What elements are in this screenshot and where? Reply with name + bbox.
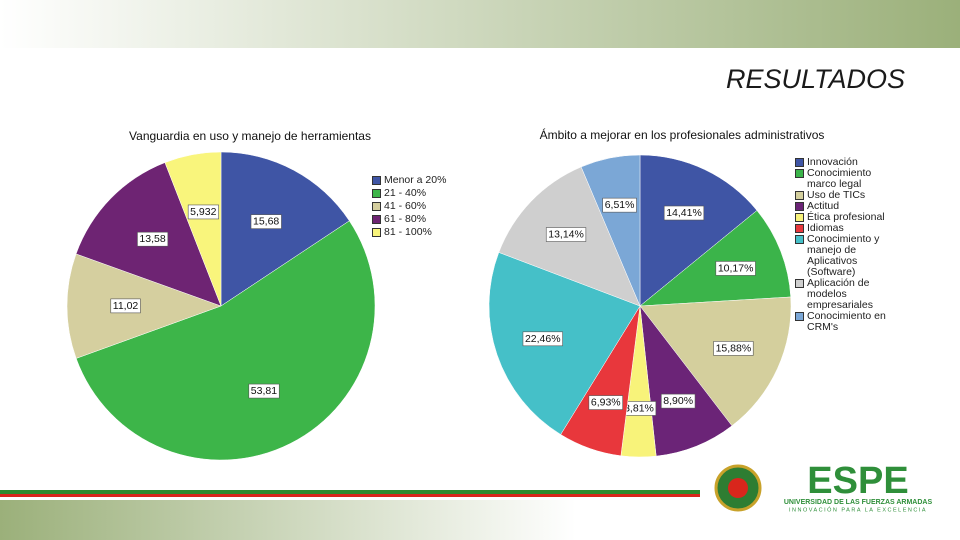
legend-label: Idiomas bbox=[807, 222, 844, 234]
logo-subtitle: UNIVERSIDAD DE LAS FUERZAS ARMADAS bbox=[784, 499, 933, 506]
pie-slice bbox=[639, 210, 791, 307]
legend-label: Conocimiento en CRM's bbox=[807, 310, 886, 333]
data-label-box bbox=[250, 214, 282, 229]
legend-swatch bbox=[795, 158, 804, 167]
legend-label: 81 - 100% bbox=[384, 226, 432, 238]
data-label: 13,58 bbox=[139, 233, 165, 245]
legend-swatch bbox=[372, 228, 381, 237]
chart-title: Vanguardia en uso y manejo de herramient… bbox=[129, 129, 371, 143]
data-label-box bbox=[137, 231, 169, 247]
legend-label: 41 - 60% bbox=[384, 200, 427, 212]
legend-swatch bbox=[795, 279, 804, 288]
data-label-box bbox=[713, 341, 754, 356]
data-label-box bbox=[545, 227, 587, 242]
pie-slice bbox=[75, 220, 376, 461]
rule-green bbox=[0, 490, 700, 494]
data-label: 5,932 bbox=[190, 206, 216, 218]
top-banner bbox=[0, 0, 960, 48]
pie-slice bbox=[66, 253, 222, 359]
rule-red bbox=[0, 494, 700, 497]
legend-item: Ética profesional bbox=[795, 212, 895, 223]
chart-title: Ámbito a mejorar en los profesionales ad… bbox=[540, 127, 825, 142]
data-label: 22,46% bbox=[525, 333, 561, 345]
legend-label: Conocimiento y manejo de Aplicativos (So… bbox=[807, 233, 880, 278]
legend-swatch bbox=[795, 213, 804, 222]
legend-item: Aplicación de modelos empresariales bbox=[795, 278, 895, 311]
legend: Menor a 20% 21 - 40% 41 - 60% 61 - 80% 81 - … bbox=[372, 175, 467, 240]
data-label-box bbox=[522, 331, 563, 347]
legend-item: Conocimiento y manejo de Aplicativos (So… bbox=[795, 234, 895, 278]
legend-item: 21 - 40% bbox=[372, 188, 467, 199]
legend-label: Ética profesional bbox=[807, 211, 885, 223]
legend-swatch bbox=[795, 312, 804, 321]
legend-swatch bbox=[795, 202, 804, 211]
legend-item: Conocimiento marco legal bbox=[795, 168, 895, 190]
legend-label: Conocimiento marco legal bbox=[807, 167, 872, 190]
pie-slice bbox=[639, 154, 758, 307]
data-label-box bbox=[248, 383, 280, 399]
data-label-box bbox=[602, 197, 637, 213]
logo-motto: INNOVACIÓN PARA LA EXCELENCIA bbox=[789, 506, 927, 513]
legend-item: Actitud bbox=[795, 201, 895, 212]
data-label-box bbox=[715, 261, 756, 276]
pie-slice bbox=[639, 305, 733, 457]
slide-title: RESULTADOS bbox=[726, 64, 905, 94]
data-label: 8,90% bbox=[663, 395, 693, 407]
pie-slice bbox=[220, 151, 350, 307]
pie-slice bbox=[580, 154, 641, 307]
data-label: 14,41% bbox=[666, 207, 702, 219]
legend-swatch bbox=[372, 202, 381, 211]
legend-label: 21 - 40% bbox=[384, 187, 427, 199]
logo-emblem-center bbox=[728, 478, 748, 498]
legend: Innovación Conocimiento marco legal Uso de… bbox=[795, 157, 895, 333]
legend-swatch bbox=[372, 215, 381, 224]
data-label: 6,51% bbox=[605, 199, 635, 211]
legend-swatch bbox=[795, 191, 804, 200]
legend-label: Aplicación de modelos empresariales bbox=[807, 277, 873, 311]
legend-swatch bbox=[795, 169, 804, 178]
data-label: 15,68 bbox=[253, 216, 279, 228]
data-label: 15,88% bbox=[716, 342, 752, 354]
data-label: 10,17% bbox=[718, 262, 754, 274]
legend-label: Innovación bbox=[807, 156, 858, 168]
legend-item: Idiomas bbox=[795, 223, 895, 234]
legend-label: Menor a 20% bbox=[384, 174, 447, 186]
legend-label: Uso de TICs bbox=[807, 189, 866, 201]
data-label: 3,81% bbox=[624, 402, 654, 414]
legend-item: 61 - 80% bbox=[372, 214, 467, 225]
legend-swatch bbox=[372, 176, 381, 185]
legend-label: Actitud bbox=[807, 200, 840, 212]
data-label: 53,81 bbox=[251, 385, 277, 397]
pie-slice bbox=[488, 252, 641, 435]
legend-item: Innovación bbox=[795, 157, 895, 168]
pie-slice bbox=[164, 151, 222, 307]
pie-slice bbox=[639, 296, 792, 427]
legend-label: 61 - 80% bbox=[384, 213, 427, 225]
legend-swatch bbox=[795, 235, 804, 244]
data-label-box bbox=[663, 205, 705, 221]
data-label: 11,02 bbox=[113, 300, 139, 312]
legend-item: Conocimiento en CRM's bbox=[795, 311, 895, 333]
data-label-box bbox=[588, 395, 623, 410]
logo-name: ESPE bbox=[807, 460, 908, 502]
data-label-box bbox=[187, 204, 219, 220]
data-label-box bbox=[660, 393, 696, 409]
data-label: 6,93% bbox=[591, 397, 621, 409]
data-label: 13,14% bbox=[548, 229, 584, 241]
legend-item: 81 - 100% bbox=[372, 227, 467, 238]
legend-item: Uso de TICs bbox=[795, 190, 895, 201]
data-label-box bbox=[110, 298, 141, 314]
legend-swatch bbox=[372, 189, 381, 198]
legend-item: 41 - 60% bbox=[372, 201, 467, 212]
legend-swatch bbox=[795, 224, 804, 233]
legend-item: Menor a 20% bbox=[372, 175, 467, 186]
